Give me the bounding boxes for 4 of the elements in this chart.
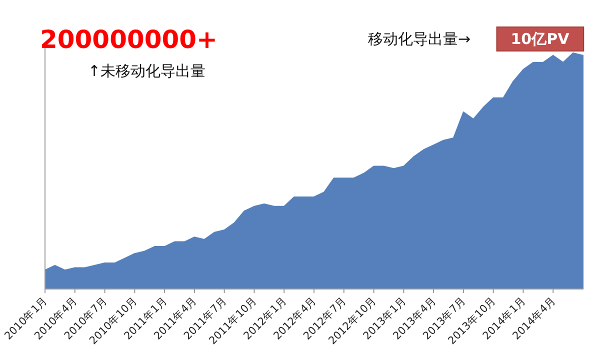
- text: 10亿PV: [510, 30, 570, 48]
- annotation: ↑未移动化导出量: [88, 62, 206, 80]
- annotation: 200000000+: [40, 25, 218, 54]
- text: 移动化导出量→: [368, 30, 471, 48]
